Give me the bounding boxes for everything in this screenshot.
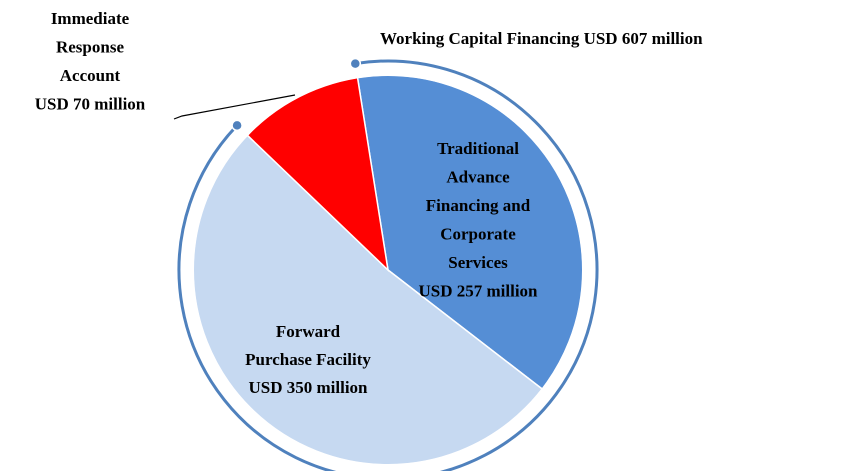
label-line: Account <box>60 66 121 85</box>
bracket-arc <box>177 59 599 471</box>
leader-line <box>173 94 296 120</box>
slice-label: Immediate Response Account <box>51 9 130 85</box>
annotation: Working Capital Financing USD 607 millio… <box>380 29 703 48</box>
label-line: Response <box>56 37 124 56</box>
bracket-end <box>231 119 243 132</box>
value-label: USD 70 million <box>35 94 146 113</box>
bracket-end <box>349 57 362 70</box>
label-line: Purchase Facility <box>245 350 371 369</box>
label-line: Financing and <box>426 196 531 215</box>
value-label: USD 350 million <box>248 378 368 397</box>
label-line: Immediate <box>51 9 130 28</box>
slice-label: Traditional Advance Financing and Corporate… <box>426 139 531 272</box>
slice-label: Forward Purchase Facility <box>245 322 371 369</box>
label-line: Services <box>448 253 508 272</box>
pie-border <box>192 74 584 466</box>
label-line: Forward <box>276 322 341 341</box>
value-label: USD 257 million <box>418 281 538 300</box>
label-line: Advance <box>446 167 510 186</box>
label-line: Traditional <box>437 139 519 158</box>
label-line: Corporate <box>440 224 516 243</box>
